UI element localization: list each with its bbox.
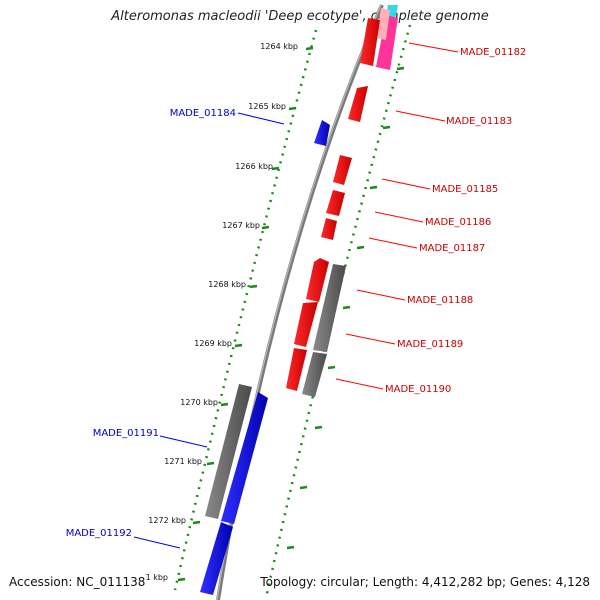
label-made-01186[interactable]: MADE_01186 <box>425 217 491 228</box>
label-made-01187[interactable]: MADE_01187 <box>419 243 485 254</box>
topology-text: Topology: circular; Length: 4,412,282 bp… <box>260 575 590 589</box>
tick-label-1273: 1 kbp <box>146 573 168 582</box>
label-made-01184[interactable]: MADE_01184 <box>170 108 236 119</box>
label-made-01190[interactable]: MADE_01190 <box>385 384 451 395</box>
label-connectors <box>133 42 459 549</box>
feature-gray-1[interactable] <box>313 264 346 352</box>
tick-label-1266: 1266 kbp <box>235 162 273 171</box>
feature-pink-light[interactable] <box>376 8 390 40</box>
label-made-01191[interactable]: MADE_01191 <box>93 428 159 439</box>
accession-text: Accession: NC_011138 <box>9 575 146 589</box>
gene-made-01183[interactable] <box>348 86 368 122</box>
gene-made-01185[interactable] <box>333 155 352 185</box>
gene-made-01182[interactable] <box>360 18 380 66</box>
tick-label-1267: 1267 kbp <box>222 221 260 230</box>
gene-made-01184[interactable] <box>314 120 330 146</box>
tick-label-1265: 1265 kbp <box>248 102 286 111</box>
gene-made-01186[interactable] <box>326 190 345 216</box>
tick-label-1269: 1269 kbp <box>194 339 232 348</box>
tick-label-1270: 1270 kbp <box>180 398 218 407</box>
tick-label-1271: 1271 kbp <box>164 457 202 466</box>
major-ticks <box>177 46 405 582</box>
label-made-01188[interactable]: MADE_01188 <box>407 295 473 306</box>
feature-gray-2[interactable] <box>302 352 327 397</box>
gene-made-01189[interactable] <box>294 302 318 347</box>
label-made-01189[interactable]: MADE_01189 <box>397 339 463 350</box>
gene-made-01190[interactable] <box>286 348 307 391</box>
gene-made-01191[interactable] <box>221 392 268 524</box>
label-made-01183[interactable]: MADE_01183 <box>446 116 512 127</box>
tick-label-1272: 1272 kbp <box>148 516 186 525</box>
feature-pink[interactable] <box>376 15 398 70</box>
label-made-01192[interactable]: MADE_01192 <box>66 528 132 539</box>
tick-label-1268: 1268 kbp <box>208 280 246 289</box>
feature-gray-3[interactable] <box>205 384 252 519</box>
gene-made-01192[interactable] <box>200 522 233 595</box>
gene-made-01188[interactable] <box>306 258 329 302</box>
tick-label-1264: 1264 kbp <box>260 42 298 51</box>
gene-made-01187[interactable] <box>321 218 337 240</box>
label-made-01185[interactable]: MADE_01185 <box>432 184 498 195</box>
label-made-01182[interactable]: MADE_01182 <box>460 47 526 58</box>
